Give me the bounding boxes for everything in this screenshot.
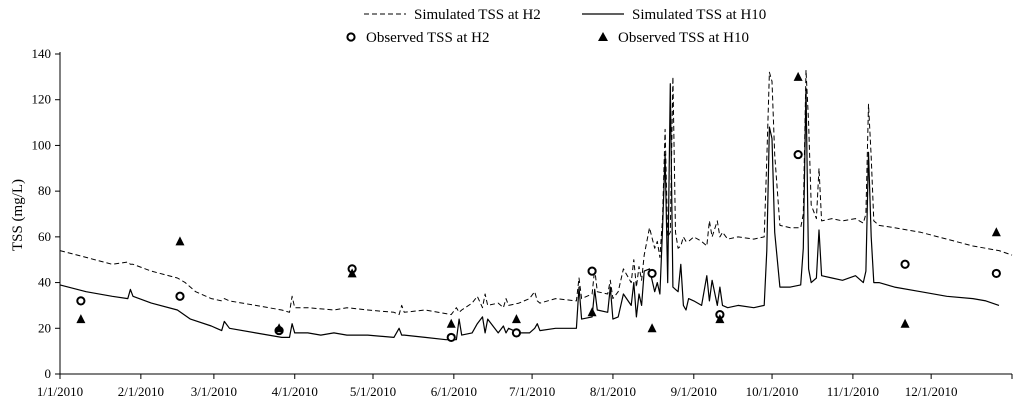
y-tick-label: 60 bbox=[38, 229, 51, 244]
legend: Simulated TSS at H2 Simulated TSS at H10… bbox=[346, 7, 766, 46]
y-tick-label: 100 bbox=[32, 137, 52, 152]
point-obs-h10 bbox=[647, 323, 657, 333]
x-tick-label: 4/1/2010 bbox=[272, 384, 318, 399]
point-obs-h2 bbox=[793, 149, 803, 160]
x-axis: 1/1/2010 2/1/2010 3/1/2010 4/1/2010 5/1/2010… bbox=[37, 373, 1013, 399]
point-obs-h10 bbox=[900, 318, 910, 328]
y-tick-label: 80 bbox=[38, 183, 51, 198]
y-axis-title: TSS (mg/L) bbox=[10, 179, 26, 251]
x-tick-label: 9/1/2010 bbox=[671, 384, 717, 399]
legend-swatch-obs-h2 bbox=[346, 32, 356, 42]
point-obs-h2 bbox=[446, 332, 456, 343]
legend-label-obs-h10: Observed TSS at H10 bbox=[618, 30, 749, 46]
point-obs-h10 bbox=[715, 314, 725, 324]
point-obs-h10 bbox=[793, 71, 803, 81]
legend-label-sim-h10: Simulated TSS at H10 bbox=[632, 7, 766, 23]
x-tick-label: 12/1/2010 bbox=[905, 384, 958, 399]
point-obs-h2 bbox=[647, 268, 657, 279]
legend-label-obs-h2: Observed TSS at H2 bbox=[366, 30, 489, 46]
x-tick-label: 2/1/2010 bbox=[118, 384, 164, 399]
point-obs-h2 bbox=[511, 328, 522, 338]
marker-layer bbox=[76, 71, 1001, 343]
x-tick-label: 5/1/2010 bbox=[350, 384, 396, 399]
point-obs-h10 bbox=[347, 268, 357, 278]
x-tick-label: 8/1/2010 bbox=[590, 384, 636, 399]
point-obs-h10 bbox=[991, 227, 1001, 237]
x-tick-label: 11/1/2010 bbox=[827, 384, 879, 399]
series-layer bbox=[59, 69, 1013, 341]
point-obs-h10 bbox=[76, 314, 86, 324]
point-obs-h10 bbox=[446, 318, 456, 328]
y-tick-label: 20 bbox=[38, 320, 51, 335]
y-tick-label: 40 bbox=[38, 275, 51, 290]
x-tick-label: 6/1/2010 bbox=[431, 384, 477, 399]
point-obs-h10 bbox=[175, 236, 185, 246]
point-obs-h10 bbox=[274, 323, 284, 333]
point-obs-h2 bbox=[900, 259, 910, 269]
point-obs-h2 bbox=[991, 268, 1001, 279]
y-tick-label: 0 bbox=[45, 366, 52, 381]
point-obs-h10 bbox=[511, 314, 521, 324]
y-axis: 0 20 40 60 80 100 120 140 bbox=[32, 46, 61, 381]
legend-swatch-obs-h10 bbox=[598, 32, 608, 41]
point-obs-h2 bbox=[587, 266, 597, 276]
point-obs-h2 bbox=[76, 296, 86, 306]
y-tick-label: 140 bbox=[32, 46, 52, 61]
x-tick-label: 1/1/2010 bbox=[37, 384, 83, 399]
point-obs-h10 bbox=[587, 307, 597, 317]
y-tick-label: 120 bbox=[32, 92, 52, 107]
x-tick-label: 3/1/2010 bbox=[191, 384, 237, 399]
x-tick-label: 10/1/2010 bbox=[746, 384, 799, 399]
x-tick-label: 7/1/2010 bbox=[509, 384, 555, 399]
legend-label-sim-h2: Simulated TSS at H2 bbox=[414, 7, 541, 23]
series-line-sim-h2 bbox=[59, 69, 1013, 316]
point-obs-h2 bbox=[175, 291, 185, 301]
series-line-sim-h10 bbox=[59, 83, 1000, 341]
